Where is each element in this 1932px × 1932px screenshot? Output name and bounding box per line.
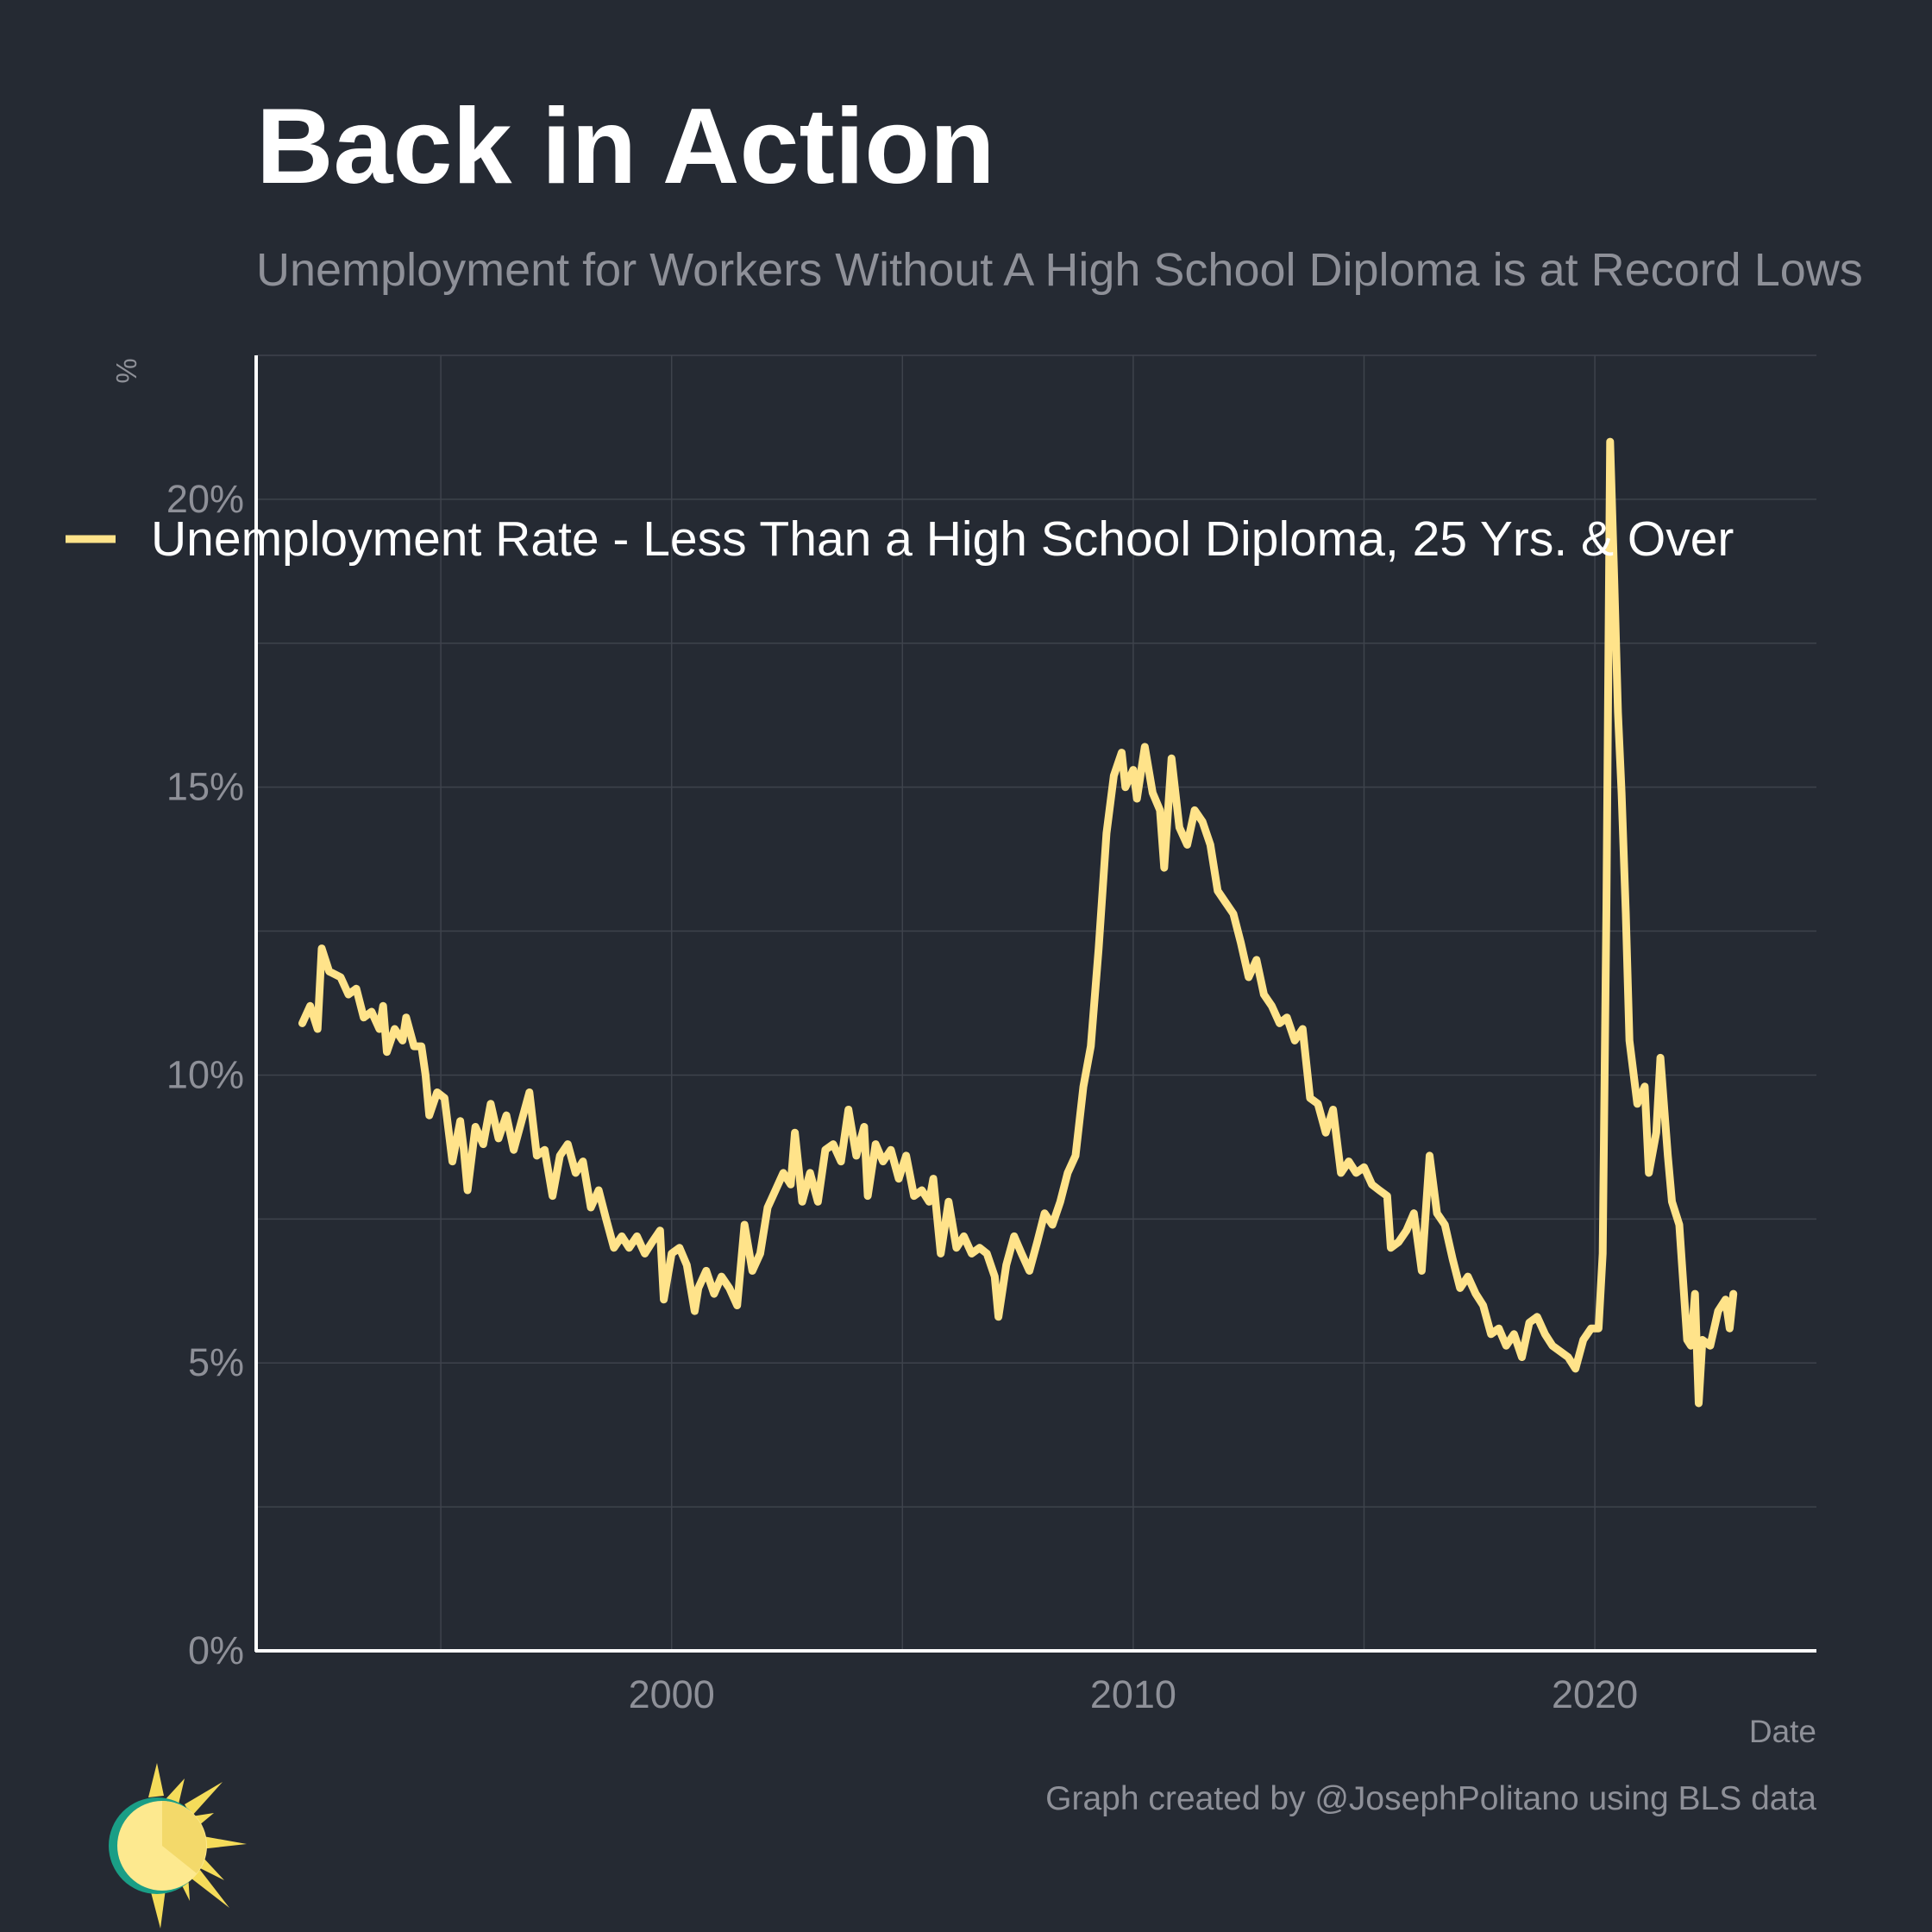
legend: Unemployment Rate - Less Than a High Sch… xyxy=(66,511,1734,567)
x-tick-label: 2010 xyxy=(1090,1672,1176,1716)
y-tick-label: 10% xyxy=(166,1052,244,1096)
tick-labels: 0% 5% 10% 15% 20% 2000 2010 2020 Date% xyxy=(110,358,1816,1749)
x-tick-label: 2020 xyxy=(1552,1672,1638,1716)
series-lines xyxy=(298,437,1738,1408)
source-caption: Graph created by @JosephPolitano using B… xyxy=(1045,1780,1816,1817)
axes xyxy=(254,355,1816,1653)
legend-label: Unemployment Rate - Less Than a High Sch… xyxy=(151,511,1734,567)
sun-logo-icon xyxy=(109,1763,247,1929)
x-axis-title: Date xyxy=(1749,1714,1816,1749)
y-tick-label: 5% xyxy=(188,1340,244,1384)
y-tick-label: 0% xyxy=(188,1628,244,1672)
y-tick-label: 20% xyxy=(166,477,244,521)
y-axis-title: % xyxy=(110,358,142,383)
chart-title: Back in Action xyxy=(256,87,995,206)
series-line xyxy=(298,437,1738,1408)
x-tick-label: 2000 xyxy=(629,1672,715,1716)
y-tick-label: 15% xyxy=(166,765,244,809)
grid-lines xyxy=(256,354,1816,1651)
chart-subtitle: Unemployment for Workers Without A High … xyxy=(256,244,1863,296)
